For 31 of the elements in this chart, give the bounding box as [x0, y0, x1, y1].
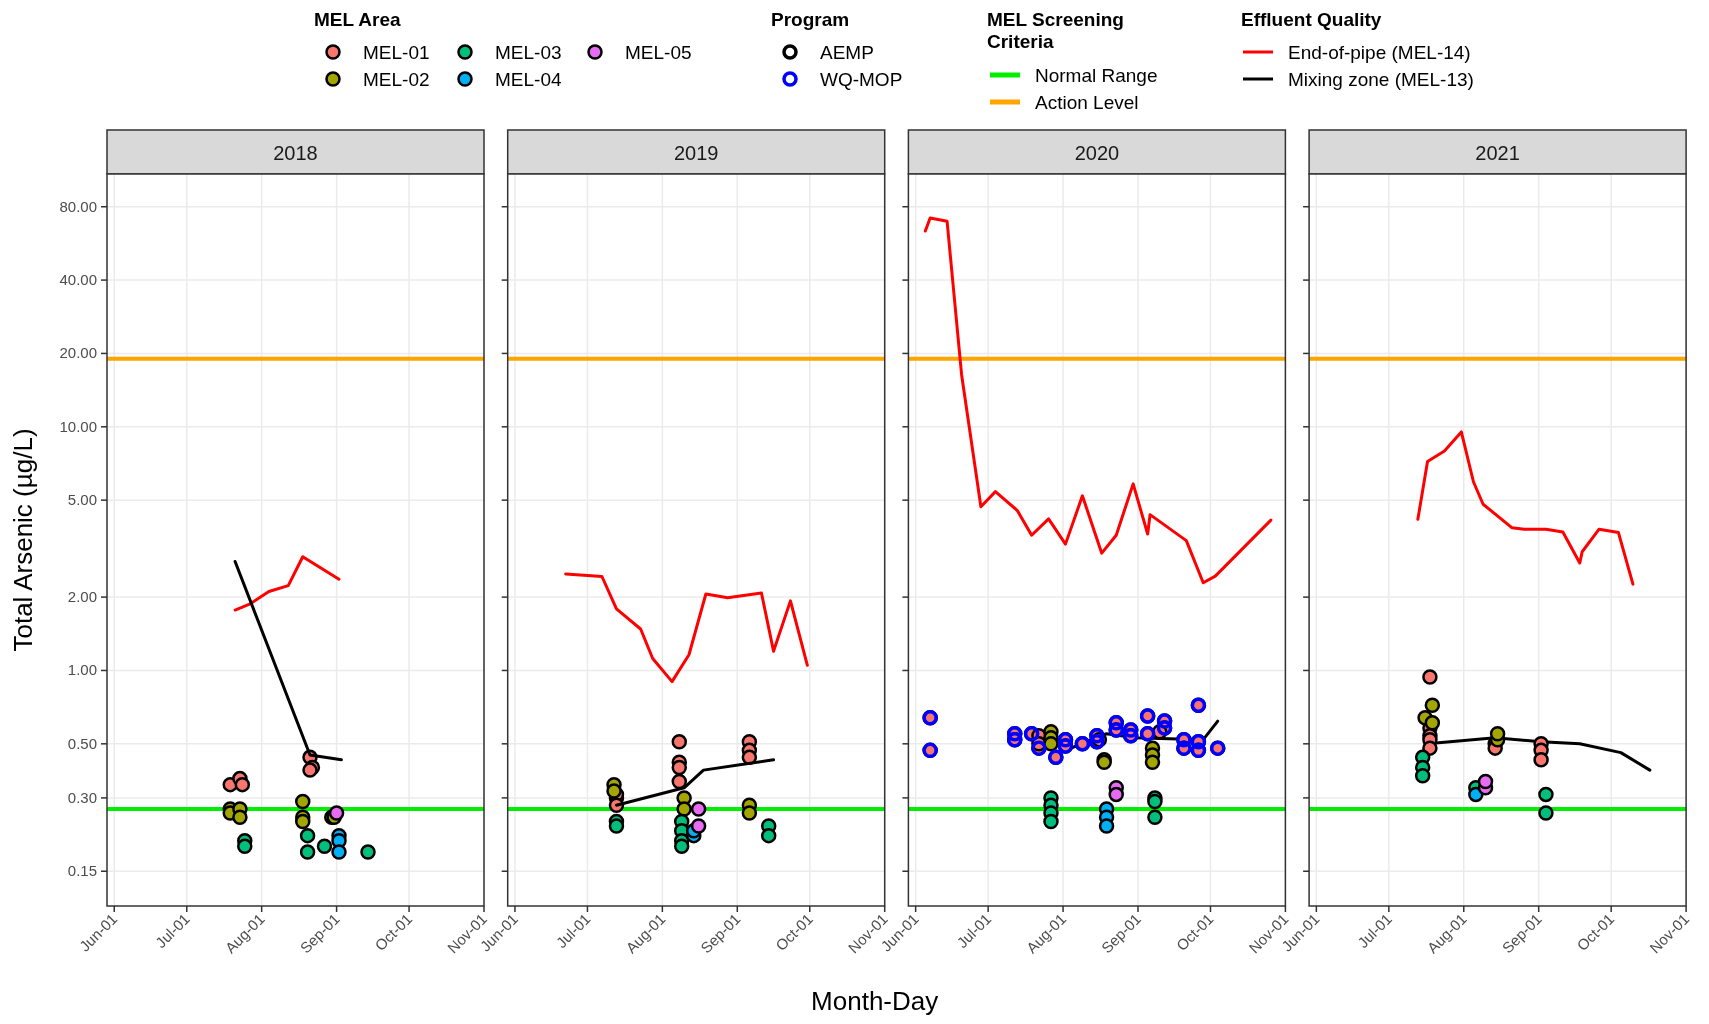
y-tick-label: 0.15 — [67, 862, 97, 880]
chart-title: 2021 — [1475, 142, 1520, 164]
text: Effluent Quality — [1241, 9, 1382, 30]
legend-label: MEL-03 — [495, 42, 562, 63]
y-tick-label: 80.00 — [59, 197, 97, 215]
y-tick-label: 1.00 — [67, 661, 97, 679]
y-tick-label: 40.00 — [59, 271, 97, 289]
text: Program — [771, 9, 850, 30]
legend-label: AEMP — [820, 42, 874, 63]
y-tick-label: 0.50 — [67, 734, 97, 752]
legend-label: MEL-04 — [495, 69, 562, 90]
legend-label: End-of-pipe (MEL-14) — [1288, 42, 1471, 63]
y-axis-title: Total Arsenic (µg/L) — [8, 428, 38, 652]
legend-label: Action Level — [1035, 92, 1139, 113]
y-tick-label: 20.00 — [59, 344, 97, 362]
chart-title: 2019 — [673, 142, 719, 164]
legend-label: Normal Range — [1035, 65, 1158, 86]
text: MEL Screening Criteria — [987, 9, 1124, 52]
legend-label: MEL-05 — [625, 42, 692, 63]
y-tick-label: 5.00 — [67, 491, 97, 509]
text: MEL Area — [314, 9, 402, 30]
y-tick-label: 2.00 — [67, 588, 97, 606]
legend-label: MEL-02 — [363, 69, 430, 90]
legend-label: Mixing zone (MEL-13) — [1288, 69, 1474, 90]
chart-title: 2020 — [1074, 142, 1120, 164]
chart-title: 2018 — [273, 142, 318, 164]
x-axis-title: Month-Day — [811, 986, 939, 1016]
legend-label: MEL-01 — [363, 42, 430, 63]
y-tick-label: 10.00 — [59, 417, 97, 435]
legend-label: WQ-MOP — [820, 69, 903, 90]
y-tick-label: 0.30 — [67, 788, 97, 806]
